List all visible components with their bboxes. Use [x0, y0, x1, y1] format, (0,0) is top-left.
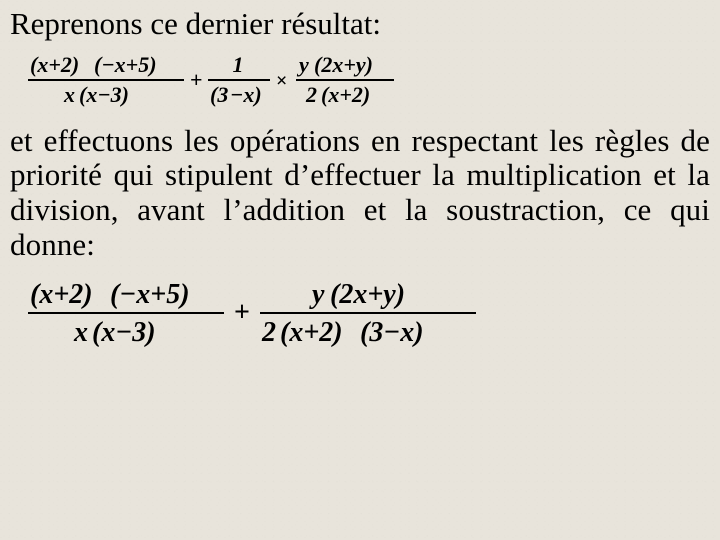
formula-1: (x+2) (−x+5) x (x−3) + 1 (3 −x) ×	[24, 50, 710, 110]
f1-t2-num: 1	[233, 52, 244, 77]
f1-t3-num-l: y	[296, 52, 309, 77]
f1-op2: ×	[276, 70, 287, 92]
f1-t2-den-r: −x)	[230, 82, 262, 107]
f1-t1-num-r: (−x+5)	[94, 52, 157, 77]
f2-t1-num-l: (x+2)	[30, 279, 93, 310]
f1-t2-den-l: (3	[210, 82, 228, 107]
formula-2: (x+2) (−x+5) x (x−3) + y (2x+y) 2 (x+2) …	[24, 275, 710, 351]
f2-t2-den-l: 2	[261, 317, 276, 348]
f2-t1-num-r: (−x+5)	[110, 279, 190, 310]
paragraph-text: et effectuons les opérations en respecta…	[10, 124, 710, 263]
f2-t2-num-l: y	[309, 279, 325, 310]
f2-t1-den-r: (x−3)	[92, 317, 156, 348]
document-content: Reprenons ce dernier résultat: (x+2) (−x…	[0, 0, 720, 351]
formula-2-svg: (x+2) (−x+5) x (x−3) + y (2x+y) 2 (x+2) …	[24, 275, 584, 351]
f1-op1: +	[190, 67, 203, 92]
f1-t3-den-l: 2	[305, 82, 317, 107]
f2-t2-den-m: (x+2)	[280, 317, 343, 348]
f2-t2-den-r: (3−x)	[360, 317, 424, 348]
f1-t3-num-r: (2x+y)	[314, 52, 373, 77]
f1-t1-den-l: x	[63, 82, 75, 107]
f2-t2-num-r: (2x+y)	[330, 279, 405, 310]
f1-t1-num-l: (x+2)	[30, 52, 79, 77]
f2-op1: +	[234, 297, 250, 328]
f1-t3-den-r: (x+2)	[321, 82, 370, 107]
intro-text: Reprenons ce dernier résultat:	[10, 6, 710, 42]
formula-1-svg: (x+2) (−x+5) x (x−3) + 1 (3 −x) ×	[24, 50, 554, 110]
f1-t1-den-r: (x−3)	[79, 82, 129, 107]
f2-t1-den-l: x	[73, 317, 88, 348]
